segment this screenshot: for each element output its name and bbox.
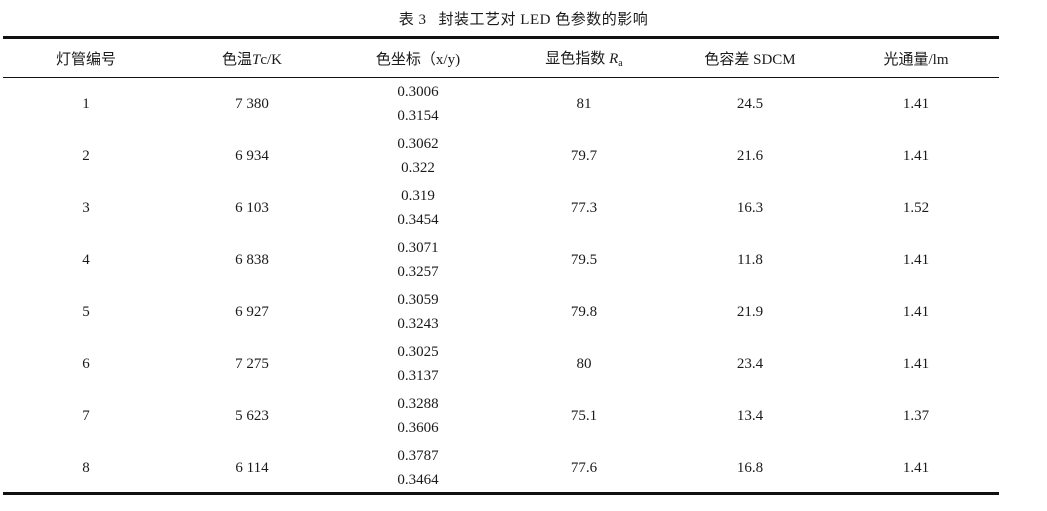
cell-lamp: 6 <box>82 355 90 372</box>
cell-coord-y: 0.3137 <box>397 368 439 384</box>
cell-lamp: 3 <box>82 199 90 216</box>
cell-cri: 75.1 <box>570 407 598 424</box>
cell-coord-y: 0.3154 <box>397 108 439 124</box>
cell-cri: 79.7 <box>570 147 598 164</box>
cell-flux: 1.41 <box>902 355 930 372</box>
header-cri-sub: a <box>618 58 623 69</box>
cell-coord-x: 0.3006 <box>397 84 439 100</box>
cell-lamp: 5 <box>82 303 90 320</box>
cell-cct: 7 380 <box>235 95 269 112</box>
header-rule <box>3 77 999 78</box>
header-color-temperature: 色温Tc/K <box>169 48 335 69</box>
cell-cct: 6 934 <box>235 147 269 164</box>
header-color-coordinates: 色坐标（x/y) <box>375 51 461 68</box>
cell-flux: 1.52 <box>902 199 930 216</box>
cell-coord-y: 0.3243 <box>397 316 439 332</box>
cell-lamp: 8 <box>82 459 90 476</box>
header-lamp-number: 灯管编号 <box>55 51 116 68</box>
table-row: 6 7 275 0.3025 0.3137 80 23.4 1.41 <box>3 338 999 390</box>
cell-cct: 6 103 <box>235 199 269 216</box>
cell-sdcm: 16.8 <box>736 459 764 476</box>
cell-coord-y: 0.322 <box>401 160 435 176</box>
cell-cct: 5 623 <box>235 407 269 424</box>
cell-sdcm: 24.5 <box>736 95 764 112</box>
table-row: 7 5 623 0.3288 0.3606 75.1 13.4 1.37 <box>3 390 999 442</box>
cell-cri: 80 <box>576 355 592 372</box>
header-cct-symbol: T <box>252 51 261 68</box>
cell-flux: 1.41 <box>902 251 930 268</box>
cell-coord-y: 0.3454 <box>397 212 439 228</box>
table-row: 5 6 927 0.3059 0.3243 79.8 21.9 1.41 <box>3 286 999 338</box>
cell-flux: 1.41 <box>902 95 930 112</box>
header-cri-prefix: 显色指数 <box>545 51 606 67</box>
cell-coord: 0.3071 0.3257 <box>335 236 501 284</box>
table-caption: 表 3 封装工艺对 LED 色参数的影响 <box>0 8 1047 29</box>
cell-lamp: 1 <box>82 95 90 112</box>
cell-sdcm: 16.3 <box>736 199 764 216</box>
cell-coord: 0.319 0.3454 <box>335 184 501 232</box>
cell-coord: 0.3006 0.3154 <box>335 80 501 128</box>
bottom-rule <box>3 492 999 495</box>
cell-flux: 1.41 <box>902 303 930 320</box>
cell-coord-x: 0.3787 <box>397 448 439 464</box>
table-row: 3 6 103 0.319 0.3454 77.3 16.3 1.52 <box>3 182 999 234</box>
table-title: 封装工艺对 LED 色参数的影响 <box>438 12 649 28</box>
cell-coord-x: 0.3025 <box>397 344 439 360</box>
cell-sdcm: 21.9 <box>736 303 764 320</box>
cell-cct: 6 838 <box>235 251 269 268</box>
cell-lamp: 7 <box>82 407 90 424</box>
cell-coord-x: 0.319 <box>401 188 435 204</box>
cell-sdcm: 13.4 <box>736 407 764 424</box>
cell-coord: 0.3787 0.3464 <box>335 444 501 492</box>
cell-sdcm: 11.8 <box>737 251 763 268</box>
table-row: 2 6 934 0.3062 0.322 79.7 21.6 1.41 <box>3 130 999 182</box>
cell-cri: 77.3 <box>570 199 598 216</box>
cell-lamp: 4 <box>82 251 90 268</box>
cell-cri: 79.5 <box>570 251 598 268</box>
header-cct-suffix: c/K <box>260 51 283 68</box>
table-header-row: 灯管编号 色温Tc/K 色坐标（x/y) 显色指数 Ra 色容差 SDCM 光通… <box>3 39 999 77</box>
table-body: 1 7 380 0.3006 0.3154 81 24.5 1.41 2 6 93… <box>3 78 999 494</box>
header-color-rendering-index: 显色指数 Ra <box>501 47 667 69</box>
cell-cri: 77.6 <box>570 459 598 476</box>
cell-coord-x: 0.3071 <box>397 240 439 256</box>
top-rule <box>3 36 999 39</box>
cell-coord: 0.3025 0.3137 <box>335 340 501 388</box>
cell-sdcm: 21.6 <box>736 147 764 164</box>
cell-cri: 79.8 <box>570 303 598 320</box>
cell-cct: 7 275 <box>235 355 269 372</box>
cell-flux: 1.37 <box>902 407 930 424</box>
cell-flux: 1.41 <box>902 459 930 476</box>
cell-coord-y: 0.3606 <box>397 420 439 436</box>
cell-lamp: 2 <box>82 147 90 164</box>
table-row: 1 7 380 0.3006 0.3154 81 24.5 1.41 <box>3 78 999 130</box>
table-number: 表 3 <box>398 12 427 28</box>
cell-cct: 6 114 <box>235 459 269 476</box>
cell-coord: 0.3288 0.3606 <box>335 392 501 440</box>
header-luminous-flux: 光通量/lm <box>883 51 949 68</box>
cell-flux: 1.41 <box>902 147 930 164</box>
cell-coord-y: 0.3464 <box>397 472 439 488</box>
cell-coord: 0.3062 0.322 <box>335 132 501 180</box>
header-sdcm: 色容差 SDCM <box>704 51 796 68</box>
cell-coord-x: 0.3059 <box>397 292 439 308</box>
cell-coord-y: 0.3257 <box>397 264 439 280</box>
cell-coord-x: 0.3288 <box>397 396 439 412</box>
header-cri-symbol: R <box>609 51 619 67</box>
cell-coord-x: 0.3062 <box>397 136 439 152</box>
cell-coord: 0.3059 0.3243 <box>335 288 501 336</box>
cell-cct: 6 927 <box>235 303 269 320</box>
header-cct-prefix: 色温 <box>221 51 252 68</box>
table-row: 8 6 114 0.3787 0.3464 77.6 16.8 1.41 <box>3 442 999 494</box>
cell-cri: 81 <box>576 95 592 112</box>
cell-sdcm: 23.4 <box>736 355 764 372</box>
table-row: 4 6 838 0.3071 0.3257 79.5 11.8 1.41 <box>3 234 999 286</box>
